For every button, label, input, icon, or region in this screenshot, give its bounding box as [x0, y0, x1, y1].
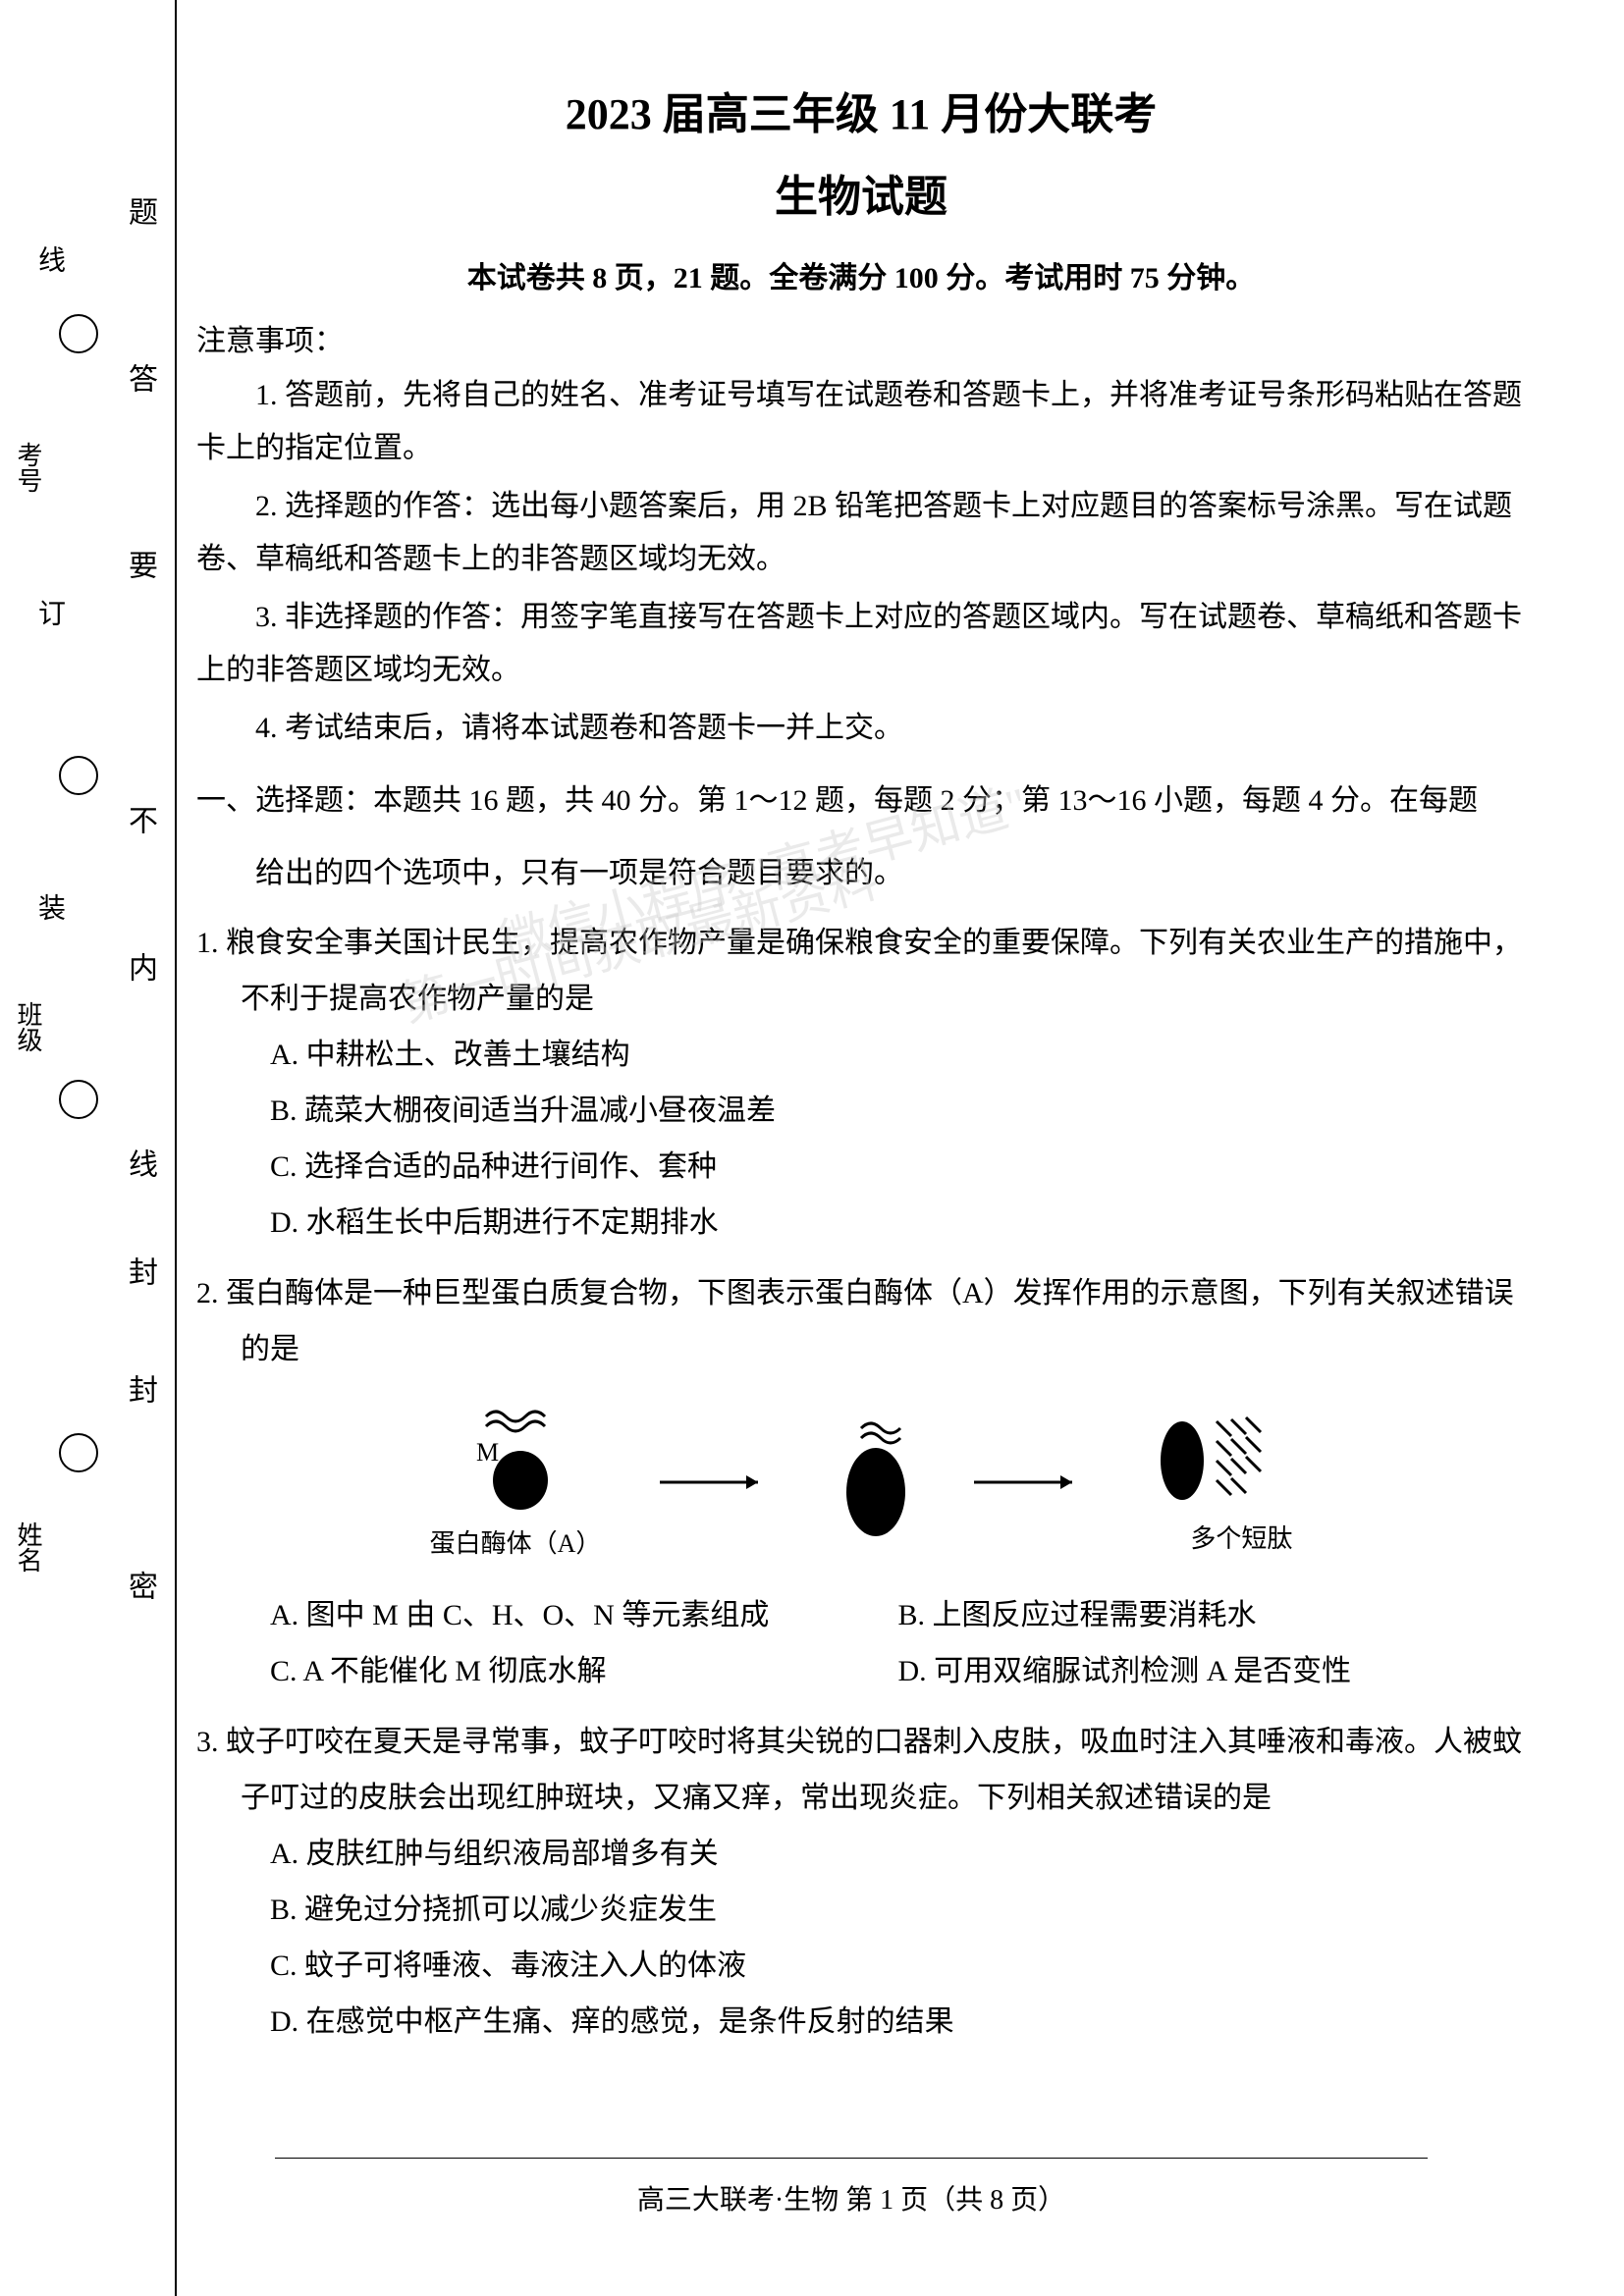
- q1-option-d: D. 水稻生长中后期进行不定期排水: [196, 1195, 1526, 1251]
- notice-item-2: 2. 选择题的作答：选出每小题答案后，用 2B 铅笔把答题卡上对应题目的答案标号…: [196, 480, 1526, 586]
- q2-option-a: A. 图中 M 由 C、H、O、N 等元素组成: [270, 1587, 898, 1643]
- arrow-icon-2: [974, 1468, 1092, 1497]
- q3-option-a: A. 皮肤红肿与组织液局部增多有关: [196, 1826, 1526, 1882]
- q3-option-b: B. 避免过分挠抓可以减少炎症发生: [196, 1882, 1526, 1938]
- q2-diagram: M 蛋白酶体（A）: [196, 1397, 1526, 1568]
- section-header-1: 一、选择题：本题共 16 题，共 40 分。第 1～12 题，每题 2 分；第 …: [196, 774, 1526, 828]
- question-3: 3. 蚊子叮咬在夏天是寻常事，蚊子叮咬时将其尖锐的口器刺入皮肤，吸血时注入其唾液…: [196, 1714, 1526, 2050]
- diagram-m: M 蛋白酶体（A）: [430, 1397, 602, 1568]
- diagram-middle: [837, 1418, 915, 1546]
- exam-info: 本试卷共 8 页，21 题。全卷满分 100 分。考试用时 75 分钟。: [196, 253, 1526, 296]
- peptides-icon: [1153, 1402, 1290, 1510]
- q2-row-1: A. 图中 M 由 C、H、O、N 等元素组成 B. 上图反应过程需要消耗水: [196, 1587, 1526, 1643]
- q1-option-c: C. 选择合适的品种进行间作、套种: [196, 1139, 1526, 1195]
- q2-row-2: C. A 不能催化 M 彻底水解 D. 可用双缩脲试剂检测 A 是否变性: [196, 1643, 1526, 1699]
- page-content: 2023 届高三年级 11 月份大联考 生物试题 本试卷共 8 页，21 题。全…: [0, 0, 1624, 2109]
- main-title: 2023 届高三年级 11 月份大联考: [196, 79, 1526, 141]
- q2-option-b: B. 上图反应过程需要消耗水: [898, 1587, 1527, 1643]
- diagram-label-result: 多个短肽: [1190, 1515, 1292, 1563]
- protein-complex-icon: [837, 1418, 915, 1546]
- q3-option-d: D. 在感觉中枢产生痛、痒的感觉，是条件反射的结果: [196, 1994, 1526, 2050]
- question-3-text: 3. 蚊子叮咬在夏天是寻常事，蚊子叮咬时将其尖锐的口器刺入皮肤，吸血时注入其唾液…: [196, 1714, 1526, 1826]
- q2-option-d: D. 可用双缩脲试剂检测 A 是否变性: [898, 1643, 1527, 1699]
- q1-option-b: B. 蔬菜大棚夜间适当升温减小昼夜温差: [196, 1083, 1526, 1139]
- notice-item-1: 1. 答题前，先将自己的姓名、准考证号填写在试题卷和答题卡上，并将准考证号条形码…: [196, 369, 1526, 475]
- q2-option-c: C. A 不能催化 M 彻底水解: [270, 1643, 898, 1699]
- notice-item-3: 3. 非选择题的作答：用签字笔直接写在答题卡上对应的答题区域内。写在试题卷、草稿…: [196, 591, 1526, 697]
- notice-item-4: 4. 考试结束后，请将本试题卷和答题卡一并上交。: [196, 702, 1526, 755]
- sub-title: 生物试题: [196, 161, 1526, 224]
- question-2: 2. 蛋白酶体是一种巨型蛋白质复合物，下图表示蛋白酶体（A）发挥作用的示意图，下…: [196, 1265, 1526, 1699]
- protein-m-icon: M: [466, 1397, 565, 1515]
- q1-option-a: A. 中耕松土、改善土壤结构: [196, 1027, 1526, 1083]
- question-1-text: 1. 粮食安全事关国计民生，提高农作物产量是确保粮食安全的重要保障。下列有关农业…: [196, 915, 1526, 1027]
- label-m-text: M: [476, 1438, 499, 1467]
- question-2-text: 2. 蛋白酶体是一种巨型蛋白质复合物，下图表示蛋白酶体（A）发挥作用的示意图，下…: [196, 1265, 1526, 1377]
- q3-option-c: C. 蚊子可将唾液、毒液注入人的体液: [196, 1938, 1526, 1994]
- diagram-label-a: 蛋白酶体（A）: [430, 1520, 602, 1568]
- diagram-result: 多个短肽: [1151, 1402, 1292, 1563]
- section-header-2: 给出的四个选项中，只有一项是符合题目要求的。: [196, 847, 1526, 900]
- page-footer: 高三大联考·生物 第 1 页（共 8 页）: [275, 2158, 1428, 2217]
- notice-header: 注意事项：: [196, 316, 1526, 359]
- arrow-icon-1: [660, 1468, 778, 1497]
- question-1: 1. 粮食安全事关国计民生，提高农作物产量是确保粮食安全的重要保障。下列有关农业…: [196, 915, 1526, 1251]
